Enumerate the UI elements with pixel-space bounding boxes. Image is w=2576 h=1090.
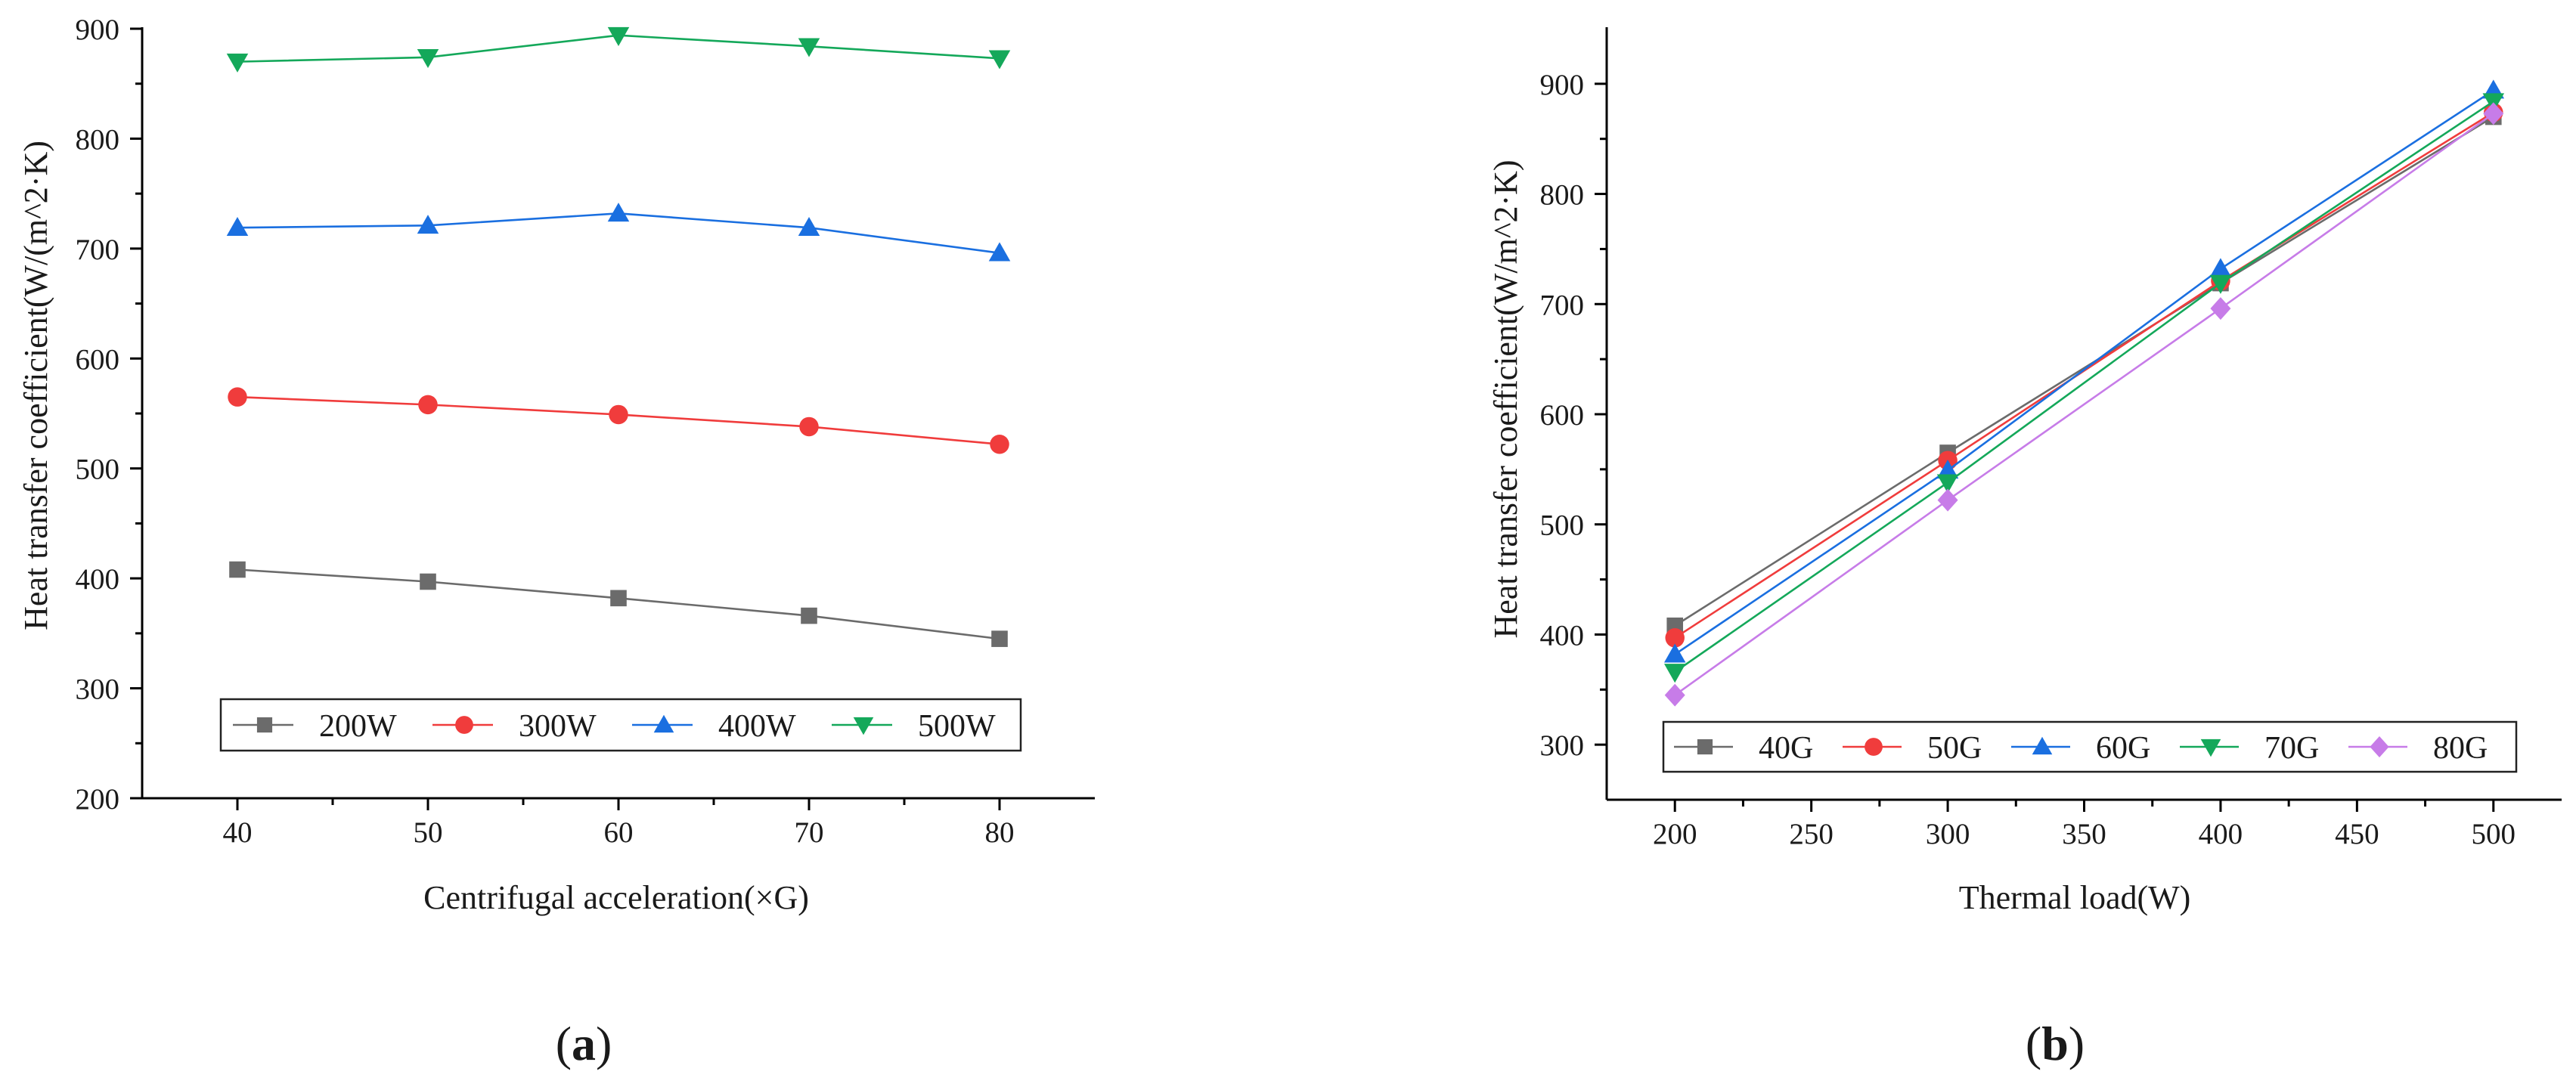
legend-label-300w: 300W [519, 709, 597, 744]
x-tick-label: 80 [985, 816, 1015, 849]
x-axis-title-a: Centrifugal acceleration(×G) [423, 879, 809, 916]
axes-a: 40 50 60 70 80 200 300 400 500 600 700 800 900 [76, 14, 1095, 849]
legend-b: 40G 50G 60G 70G 80G [1662, 720, 2518, 773]
panel-label-b: (b) [2026, 1017, 2085, 1070]
series-line-80g [1674, 113, 2494, 696]
legend-marker-300w [455, 716, 473, 734]
data-point-300w [609, 404, 628, 425]
x-tick-label: 300 [1926, 818, 1970, 850]
data-point-500w [798, 38, 820, 57]
y-tick-label: 700 [76, 234, 120, 266]
y-tick-label: 200 [76, 783, 120, 816]
x-tick-label: 350 [2062, 818, 2106, 850]
data-point-70g [2209, 274, 2232, 294]
data-point-200w [229, 561, 246, 578]
legend-marker-70g [2200, 739, 2221, 757]
series-line-70g [1674, 101, 2494, 674]
x-axis-title-b: Thermal load(W) [1959, 879, 2191, 916]
series-line-40g [1674, 116, 2494, 627]
legend-marker-400w [653, 714, 674, 733]
legend-marker-40g [1697, 739, 1713, 755]
y-tick-label: 300 [1540, 729, 1585, 762]
y-tick-label: 900 [76, 14, 120, 46]
data-point-300w [418, 395, 438, 415]
data-point-80g [1664, 683, 1685, 707]
data-point-200w [420, 573, 436, 590]
data-point-70g [1936, 474, 1959, 494]
data-point-400w [226, 216, 249, 237]
y-tick-label: 600 [76, 343, 120, 376]
y-tick-label: 900 [1540, 69, 1585, 101]
data-point-500w [226, 53, 249, 73]
legend-label-40g: 40G [1759, 731, 1813, 766]
legend-marker-500w [853, 717, 874, 735]
x-tick-label: 500 [2472, 818, 2516, 850]
data-point-300w [990, 434, 1009, 454]
y-axis-title-b: Heat transfer coefficient(W/m^2·K) [1487, 159, 1524, 638]
chart-panel-b: 200 250 300 350 400 450 500 300 400 500 600 700 800 9… [1487, 27, 2562, 1070]
data-point-500w [988, 50, 1011, 70]
legend-marker-50g [1865, 738, 1883, 756]
data-point-400w [988, 242, 1011, 262]
data-point-70g [1663, 664, 1686, 683]
x-tick-label: 250 [1789, 818, 1834, 850]
y-tick-label: 800 [76, 123, 120, 156]
data-point-400w [798, 216, 820, 237]
y-tick-label: 500 [76, 454, 120, 486]
y-tick-label: 800 [1540, 179, 1585, 212]
data-point-200w [991, 630, 1008, 647]
axes-b: 200 250 300 350 400 450 500 300 400 500 600 700 800 9… [1540, 27, 2562, 850]
y-axis-title-a: Heat transfer coefficient(W/(m^2·K) [17, 141, 54, 630]
panel-letter-a: a [572, 1017, 596, 1070]
data-point-80g [1937, 488, 1958, 512]
legend-label-500w: 500W [918, 709, 996, 744]
legend-marker-200w [256, 717, 273, 733]
data-point-60g [1936, 460, 1959, 479]
data-point-300w [799, 416, 819, 437]
legend-label-200w: 200W [319, 709, 397, 744]
x-tick-label: 70 [795, 816, 824, 849]
y-tick-label: 400 [1540, 619, 1585, 652]
data-point-80g [2210, 297, 2231, 320]
series-line-60g [1674, 89, 2494, 655]
x-tick-label: 50 [414, 816, 443, 849]
data-point-200w [801, 607, 817, 624]
x-tick-label: 200 [1653, 818, 1697, 850]
x-tick-label: 450 [2335, 818, 2379, 850]
data-point-400w [417, 215, 439, 234]
x-tick-label: 60 [604, 816, 634, 849]
data-point-60g [2209, 258, 2232, 277]
data-point-50g [1665, 628, 1685, 648]
legend-label-400w: 400W [718, 709, 796, 744]
data-point-200w [610, 590, 627, 607]
x-tick-label: 40 [223, 816, 253, 849]
y-tick-label: 700 [1540, 289, 1585, 321]
panel-label-a: (a) [556, 1017, 612, 1070]
y-tick-label: 600 [1540, 399, 1585, 432]
panel-letter-b: b [2041, 1017, 2069, 1070]
x-tick-label: 400 [2199, 818, 2243, 850]
series-group-a [226, 26, 1011, 647]
legend-label-70g: 70G [2264, 731, 2319, 766]
legend-label-80g: 80G [2433, 731, 2488, 766]
legend-a: 200W 300W 400W 500W [219, 698, 1022, 752]
chart-panel-a: 40 50 60 70 80 200 300 400 500 600 700 800 900 200W 3… [17, 14, 1095, 1070]
data-point-500w [607, 26, 630, 46]
legend-marker-60g [2032, 736, 2053, 755]
legend-marker-80g [2370, 736, 2389, 757]
data-point-500w [417, 49, 439, 69]
data-point-80g [2483, 102, 2504, 125]
y-tick-label: 300 [76, 674, 120, 706]
y-tick-label: 400 [76, 563, 120, 596]
data-point-300w [228, 387, 247, 407]
series-group-b [1663, 79, 2505, 707]
y-tick-label: 500 [1540, 509, 1585, 542]
legend-label-50g: 50G [1927, 731, 1982, 766]
data-point-60g [1663, 643, 1686, 663]
legend-label-60g: 60G [2096, 731, 2150, 766]
data-point-400w [607, 203, 630, 222]
